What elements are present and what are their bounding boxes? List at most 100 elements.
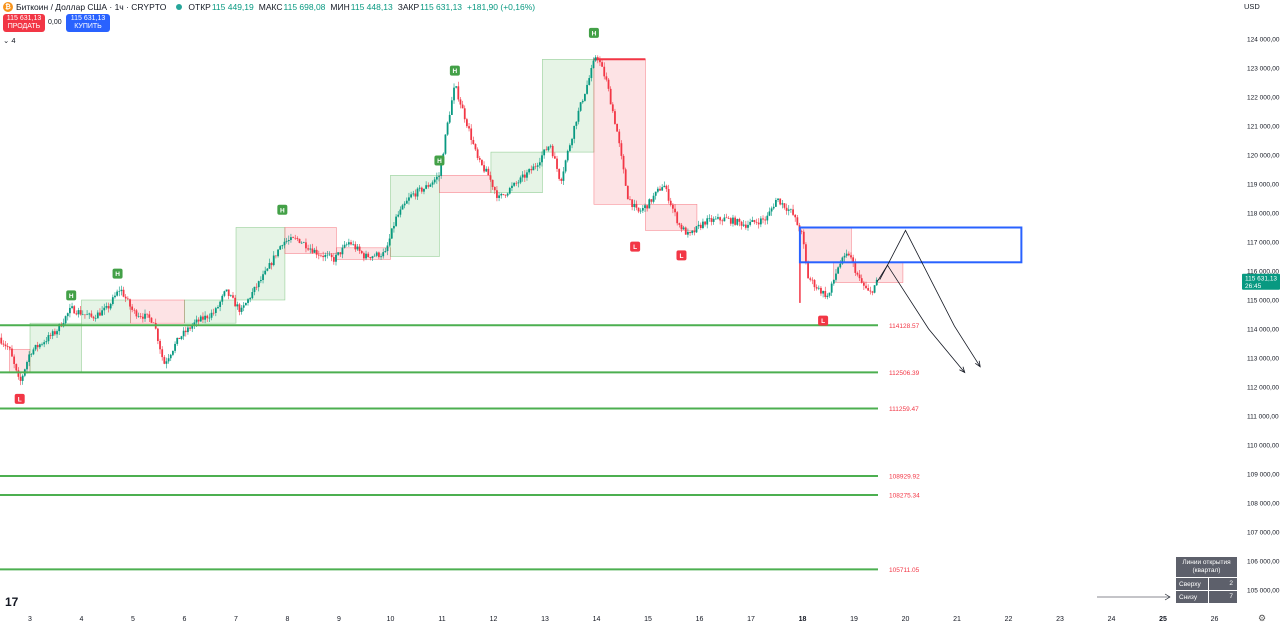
candle-body bbox=[680, 224, 683, 230]
candle-body bbox=[725, 217, 728, 219]
candle-body bbox=[669, 200, 672, 205]
symbol-title[interactable]: Биткоин / Доллар США · 1ч · CRYPTO bbox=[16, 2, 167, 12]
candle-body bbox=[412, 193, 415, 195]
candle-body bbox=[444, 134, 447, 154]
candle-body bbox=[770, 208, 773, 212]
candle-body bbox=[768, 211, 771, 216]
candle-body bbox=[367, 253, 370, 258]
candle-body bbox=[504, 194, 507, 196]
candle-body bbox=[571, 138, 573, 146]
price-tick-label: 121 000,00 bbox=[1247, 124, 1280, 131]
level-label: 112506.39 bbox=[889, 370, 920, 377]
candle-body bbox=[485, 168, 488, 172]
candle-body bbox=[420, 187, 423, 192]
candle-body bbox=[774, 200, 777, 207]
candle-body bbox=[601, 62, 603, 67]
candle-body bbox=[212, 312, 215, 314]
marker-label: H bbox=[437, 158, 442, 165]
candle-body bbox=[684, 227, 687, 235]
candle-body bbox=[699, 224, 702, 229]
sell-button[interactable]: 115 631,13 ПРОДАТЬ bbox=[3, 14, 45, 32]
candle-body bbox=[66, 313, 69, 317]
time-tick-label: 13 bbox=[541, 616, 549, 623]
candle-body bbox=[650, 199, 653, 202]
candle-body bbox=[343, 244, 346, 248]
price-axis[interactable]: 124 000,00 123 000,00 122 000,00 121 000,00… bbox=[1240, 0, 1280, 626]
candle-body bbox=[566, 150, 569, 161]
symbol-header: ₿ Биткоин / Доллар США · 1ч · CRYPTO ОТК… bbox=[0, 0, 540, 14]
candle-body bbox=[416, 188, 419, 197]
candle-body bbox=[543, 149, 546, 156]
candle-body bbox=[558, 168, 561, 179]
forecast-arrow-short[interactable] bbox=[879, 264, 966, 373]
buy-button[interactable]: 115 631,13 КУПИТЬ bbox=[66, 14, 110, 32]
candle-body bbox=[94, 318, 97, 319]
price-tick-label: 122 000,00 bbox=[1247, 95, 1280, 102]
candle-body bbox=[852, 257, 855, 263]
indicators-collapse-toggle[interactable]: ⌄ 4 bbox=[3, 36, 16, 45]
candle-body bbox=[163, 357, 166, 364]
candle-body bbox=[285, 241, 288, 242]
time-tick-label: 6 bbox=[183, 616, 187, 623]
candle-body bbox=[757, 222, 760, 225]
candle-body bbox=[626, 185, 629, 200]
candle-body bbox=[184, 330, 187, 333]
candle-body bbox=[337, 252, 340, 255]
candle-body bbox=[646, 205, 649, 209]
candle-body bbox=[727, 217, 730, 219]
high-value: 115 698,08 bbox=[283, 2, 326, 12]
time-axis[interactable]: 3 4 5 6 7 8 9 10 11 12 13 14 15 16 17 18 19 20 21 22 23 24 25 2… bbox=[28, 616, 1218, 623]
blue-rectangle[interactable] bbox=[798, 226, 1023, 264]
currency-selector[interactable]: USD bbox=[1244, 2, 1260, 11]
candle-body bbox=[637, 207, 640, 212]
time-tick-label: 5 bbox=[131, 616, 135, 623]
candle-body bbox=[472, 139, 475, 145]
candle-body bbox=[824, 290, 827, 298]
tradingview-logo[interactable]: 17 bbox=[5, 595, 19, 609]
candle-body bbox=[568, 145, 571, 151]
settings-gear-icon[interactable]: ⚙ bbox=[1258, 613, 1267, 623]
candle-body bbox=[663, 185, 666, 188]
candle-body bbox=[614, 111, 616, 124]
candle-body bbox=[764, 219, 767, 221]
price-tick-label: 113 000,00 bbox=[1247, 356, 1279, 363]
candle-body bbox=[506, 193, 509, 196]
user-drawings[interactable] bbox=[798, 226, 1171, 601]
candle-body bbox=[734, 217, 737, 225]
candle-body bbox=[875, 279, 878, 286]
candle-body bbox=[73, 306, 76, 314]
candle-body bbox=[58, 324, 61, 332]
zone-box bbox=[439, 175, 492, 194]
forecast-arrow-long[interactable] bbox=[876, 229, 981, 367]
candle-body bbox=[410, 194, 412, 198]
candle-body bbox=[17, 370, 20, 377]
candle-body bbox=[747, 224, 749, 228]
price-tick-label: 124 000,00 bbox=[1247, 37, 1280, 44]
candle-body bbox=[523, 174, 526, 178]
candle-body bbox=[240, 307, 243, 312]
candle-body bbox=[96, 312, 99, 319]
low-label: МИН bbox=[330, 2, 350, 12]
candle-body bbox=[652, 195, 655, 202]
time-tick-label: 4 bbox=[80, 616, 84, 623]
candle-body bbox=[129, 299, 131, 307]
candle-body bbox=[837, 267, 840, 274]
candle-body bbox=[624, 169, 627, 186]
candle-body bbox=[360, 250, 363, 254]
candle-body bbox=[493, 186, 496, 191]
candle-body bbox=[526, 172, 528, 178]
candle-body bbox=[375, 252, 378, 256]
candle-body bbox=[603, 66, 606, 77]
price-tick-label: 107 000,00 bbox=[1247, 530, 1280, 537]
candle-body bbox=[450, 100, 453, 115]
price-tick-label: 110 000,00 bbox=[1247, 443, 1279, 450]
candle-body bbox=[676, 212, 679, 224]
candle-body bbox=[116, 291, 119, 296]
candle-body bbox=[390, 228, 393, 239]
open-lines-table: Линии открытия (квартал) Сверху 2 Снизу … bbox=[1176, 557, 1237, 604]
pointer-arrow-head bbox=[1164, 593, 1171, 601]
zone-box bbox=[542, 58, 595, 153]
candle-body bbox=[120, 289, 123, 292]
candle-body bbox=[781, 203, 784, 205]
